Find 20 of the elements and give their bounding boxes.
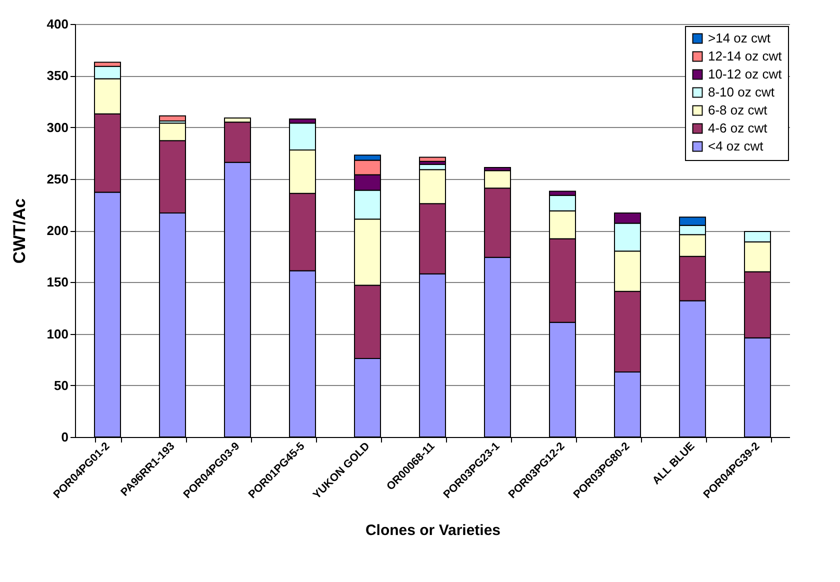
legend-label: 8-10 oz cwt xyxy=(708,84,775,100)
y-tick-label: 50 xyxy=(54,378,68,393)
legend-label: 12-14 oz cwt xyxy=(708,48,782,64)
y-tick-label: 100 xyxy=(46,326,68,342)
x-axis-title: Clones or Varieties xyxy=(365,522,501,539)
y-tick-label: 200 xyxy=(46,223,68,238)
legend-label: 10-12 oz cwt xyxy=(708,66,782,82)
legend-label: <4 oz cwt xyxy=(708,138,764,154)
bar xyxy=(419,156,446,162)
y-tick-label: 350 xyxy=(46,68,68,84)
y-tick-label: 150 xyxy=(46,274,68,290)
y-tick-label: 0 xyxy=(61,430,68,444)
y-axis-title: CWT/Ac xyxy=(10,198,29,264)
legend-label: 6-8 oz cwt xyxy=(708,102,768,118)
legend-label: >14 oz cwt xyxy=(708,30,771,46)
bar xyxy=(159,115,186,122)
y-tick-label: 300 xyxy=(46,120,68,135)
y-tick-label: 250 xyxy=(46,171,68,186)
y-tick-label: 400 xyxy=(46,16,68,32)
legend-label: 4-6 oz cwt xyxy=(708,120,768,136)
